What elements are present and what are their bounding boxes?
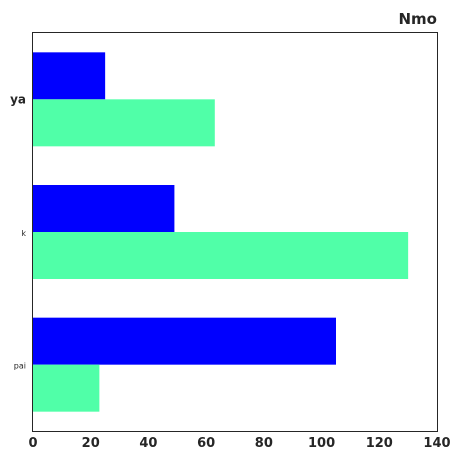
category-labels: ya k pai bbox=[10, 92, 26, 370]
bar-pai-series-2 bbox=[33, 364, 100, 412]
bar-pai-series-1 bbox=[33, 317, 336, 365]
bars-group bbox=[33, 52, 409, 412]
x-tick-label-100: 100 bbox=[308, 436, 335, 451]
bar-k-series-1 bbox=[33, 185, 175, 232]
bar-ya-series-1 bbox=[33, 52, 106, 100]
plot-frame bbox=[32, 32, 438, 432]
x-tick-label-60: 60 bbox=[197, 436, 215, 451]
bar-k-series-2 bbox=[33, 232, 409, 279]
x-tick-label-80: 80 bbox=[255, 436, 273, 451]
x-tick-label-40: 40 bbox=[139, 436, 157, 451]
x-axis-ticks: 0 20 40 60 80 100 120 140 bbox=[28, 436, 450, 451]
x-tick-label-120: 120 bbox=[366, 436, 393, 451]
category-label-ya: ya bbox=[10, 92, 26, 106]
category-label-k: k bbox=[21, 229, 26, 238]
bar-ya-series-2 bbox=[33, 99, 215, 147]
category-label-pai: pai bbox=[14, 362, 26, 371]
x-tick-label-20: 20 bbox=[82, 436, 100, 451]
chart-title: Nmo bbox=[399, 10, 438, 28]
x-tick-label-0: 0 bbox=[28, 436, 37, 451]
x-tick-label-140: 140 bbox=[423, 436, 450, 451]
